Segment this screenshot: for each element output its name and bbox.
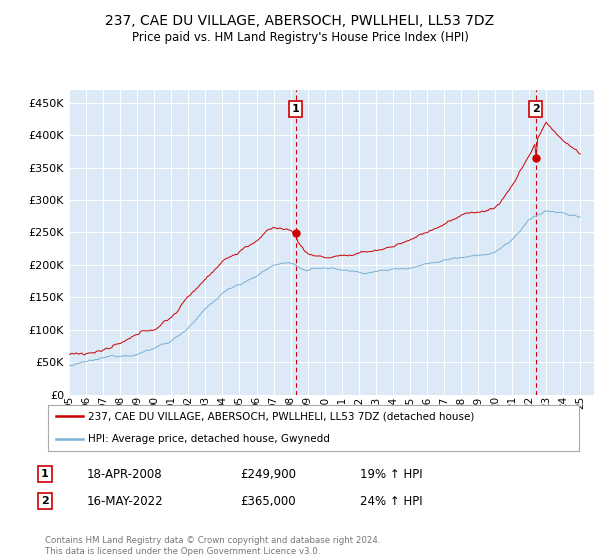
Text: 237, CAE DU VILLAGE, ABERSOCH, PWLLHELI, LL53 7DZ (detached house): 237, CAE DU VILLAGE, ABERSOCH, PWLLHELI,… xyxy=(88,412,474,421)
Text: 237, CAE DU VILLAGE, ABERSOCH, PWLLHELI, LL53 7DZ: 237, CAE DU VILLAGE, ABERSOCH, PWLLHELI,… xyxy=(106,14,494,28)
Text: 24% ↑ HPI: 24% ↑ HPI xyxy=(360,494,422,508)
Text: 16-MAY-2022: 16-MAY-2022 xyxy=(87,494,164,508)
Text: £249,900: £249,900 xyxy=(240,468,296,481)
Text: HPI: Average price, detached house, Gwynedd: HPI: Average price, detached house, Gwyn… xyxy=(88,435,330,444)
Text: Price paid vs. HM Land Registry's House Price Index (HPI): Price paid vs. HM Land Registry's House … xyxy=(131,31,469,44)
Text: 2: 2 xyxy=(532,104,539,114)
Text: 1: 1 xyxy=(41,469,49,479)
Text: 18-APR-2008: 18-APR-2008 xyxy=(87,468,163,481)
Text: £365,000: £365,000 xyxy=(240,494,296,508)
Text: 19% ↑ HPI: 19% ↑ HPI xyxy=(360,468,422,481)
Text: 2: 2 xyxy=(41,496,49,506)
Text: Contains HM Land Registry data © Crown copyright and database right 2024.
This d: Contains HM Land Registry data © Crown c… xyxy=(45,536,380,556)
Text: 1: 1 xyxy=(292,104,299,114)
